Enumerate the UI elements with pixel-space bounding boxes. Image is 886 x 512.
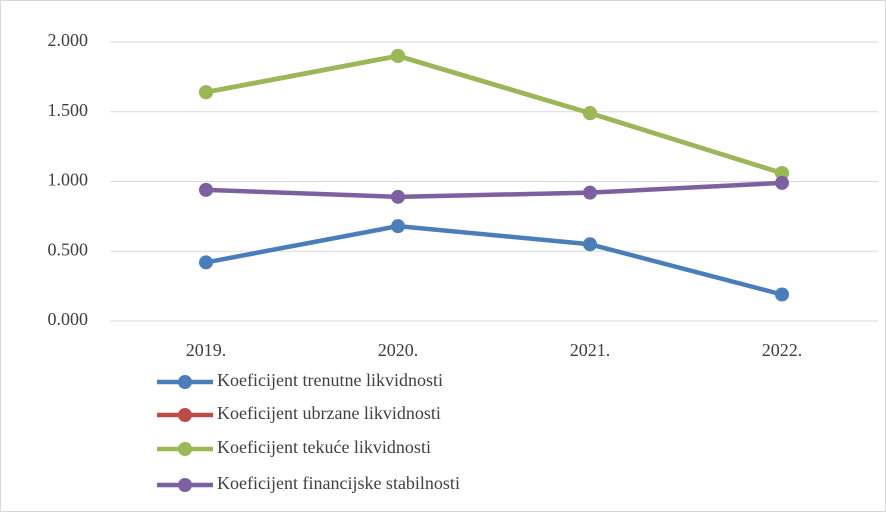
data-point (775, 175, 789, 190)
x-tick-label: 2022. (762, 340, 803, 360)
series-line (205, 223, 783, 297)
y-tick-label: 1.000 (48, 170, 89, 190)
data-point (775, 287, 789, 302)
y-tick-label: 0.500 (48, 239, 89, 259)
data-point (199, 255, 213, 270)
series-line (205, 53, 783, 176)
data-point (391, 219, 405, 234)
data-point (199, 182, 213, 197)
data-point (583, 237, 597, 252)
y-tick-label: 0.000 (48, 309, 89, 329)
x-tick-label: 2021. (570, 340, 611, 360)
legend-marker (178, 375, 192, 389)
data-point (391, 48, 405, 63)
legend-label: Koeficijent ubrzane likvidnosti (217, 403, 441, 423)
data-point (775, 166, 789, 181)
legend-label: Koeficijent financijske stabilnosti (217, 473, 460, 493)
data-point (199, 85, 213, 100)
data-point (583, 106, 597, 121)
y-tick-label: 1.500 (48, 100, 89, 120)
legend-label: Koeficijent tekuće likvidnosti (217, 437, 431, 457)
y-tick-label: 2.000 (48, 30, 89, 50)
data-point (583, 185, 597, 200)
series-line (205, 180, 783, 200)
legend-marker (178, 408, 192, 422)
legend-label: Koeficijent trenutne likvidnosti (217, 370, 443, 390)
data-point (391, 189, 405, 204)
x-tick-label: 2020. (378, 340, 419, 360)
legend-marker (178, 442, 192, 456)
x-tick-label: 2019. (186, 340, 227, 360)
legend-marker (178, 478, 192, 492)
